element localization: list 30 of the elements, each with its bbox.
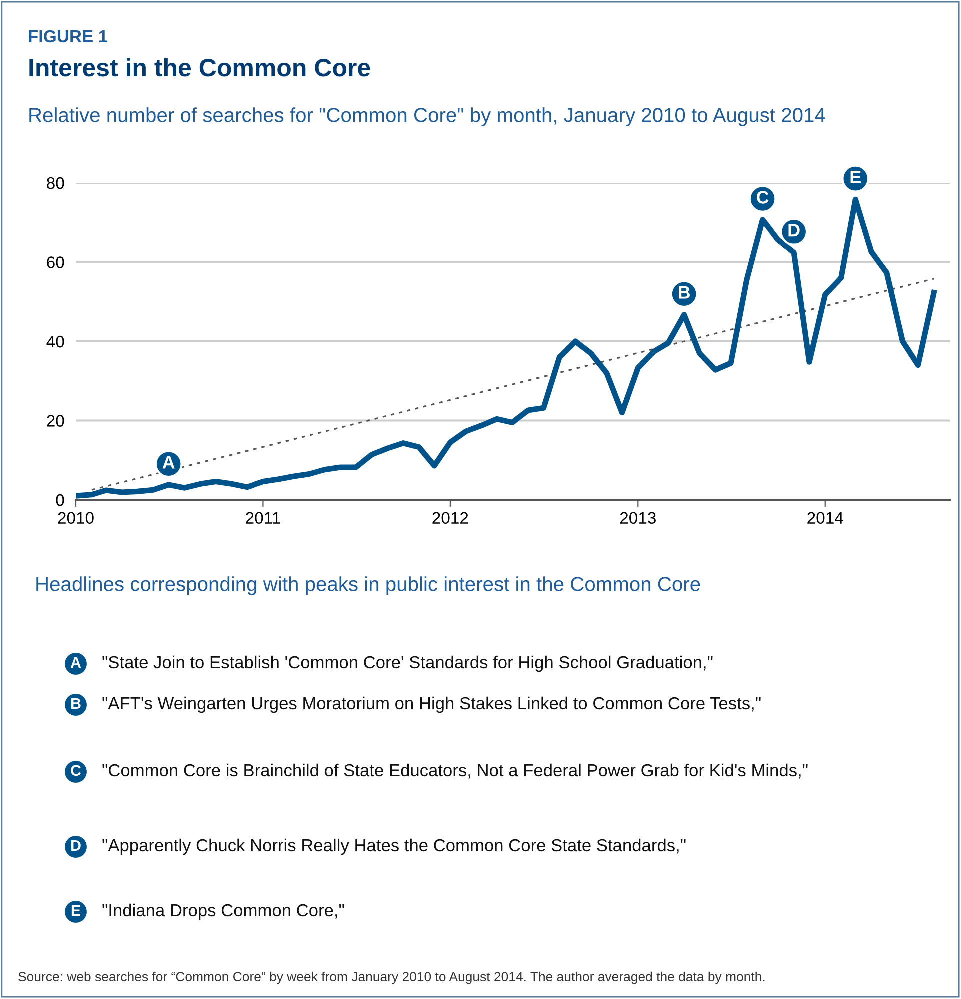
x-tick-label: 2014 [808, 512, 844, 524]
chart-title: Interest in the Common Core [30, 58, 370, 77]
annotation: A [162, 456, 175, 469]
annotation: D [788, 224, 800, 237]
text: "Common Core is Brainchild of State Educators, Not a Federal Power Grab for Kid's Minds," [102, 764, 808, 779]
text: A [70, 657, 82, 668]
x-tick-label: 2012 [432, 512, 468, 524]
text: "Apparently Chuck Norris Really Hates the Common Core State Standards," [102, 838, 686, 856]
annotation: B [679, 286, 690, 299]
text: "Indiana Drops Common Core," [102, 904, 344, 920]
annotation: C [757, 191, 769, 204]
x-tick-label: 2013 [620, 512, 656, 524]
annotation: E [850, 171, 861, 184]
text: C [71, 765, 82, 776]
text: D [72, 840, 81, 851]
text: Headlines corresponding with peaks in public interest in the Common Core [36, 576, 700, 596]
y-tick-label: 80 [47, 177, 64, 190]
text: "AFT's Weingarten Urges Moratorium on High Stakes Linked to Common Core Tests," [102, 696, 761, 714]
y-tick-label: 40 [46, 336, 64, 348]
source-note: Source: web searches for “Common Core” by week from January 2010 to August 2014. The author averaged the data by month. [18, 972, 765, 984]
text: "State Join to Establish 'Common Core' Standards for High School Graduation," [102, 656, 713, 672]
y-tick-label: 0 [56, 494, 64, 506]
text: E [72, 905, 80, 916]
x-tick-label: 2010 [58, 512, 94, 524]
text: B [72, 698, 81, 709]
chart-subtitle: Relative number of searches for "Common Core" by month, January 2010 to August 2014 [30, 108, 826, 126]
caption: FIGURE 1 [29, 30, 108, 43]
y-tick-label: 20 [47, 415, 64, 427]
x-tick-label: 2011 [246, 512, 280, 524]
y-tick-label: 60 [47, 256, 64, 268]
